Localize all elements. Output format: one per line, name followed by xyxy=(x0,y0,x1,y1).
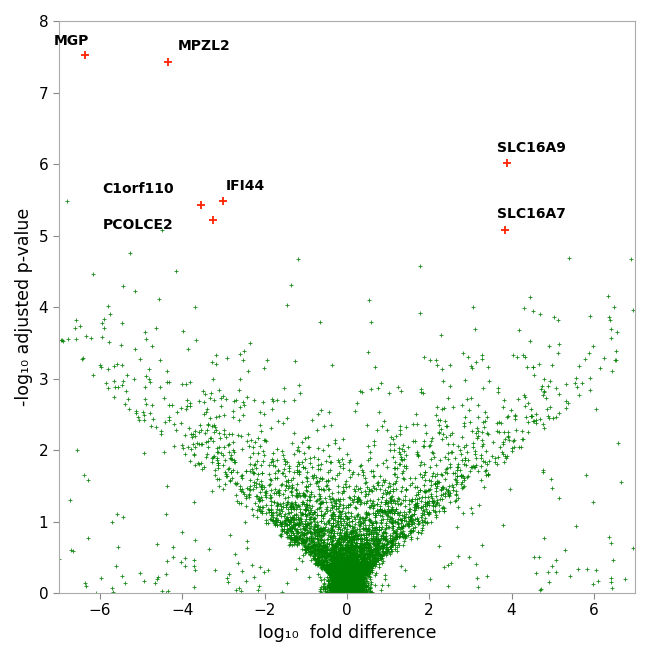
Text: C1orf110: C1orf110 xyxy=(102,182,174,196)
X-axis label: log₁₀  fold difference: log₁₀ fold difference xyxy=(257,624,436,642)
Text: IFI44: IFI44 xyxy=(226,179,265,193)
Text: PCOLCE2: PCOLCE2 xyxy=(103,218,174,232)
Text: SLC16A9: SLC16A9 xyxy=(497,141,566,156)
Y-axis label: -log₁₀ adjusted p-value: -log₁₀ adjusted p-value xyxy=(15,208,33,406)
Text: SLC16A7: SLC16A7 xyxy=(497,207,566,221)
Text: MGP: MGP xyxy=(54,34,90,48)
Text: MPZL2: MPZL2 xyxy=(178,39,231,53)
